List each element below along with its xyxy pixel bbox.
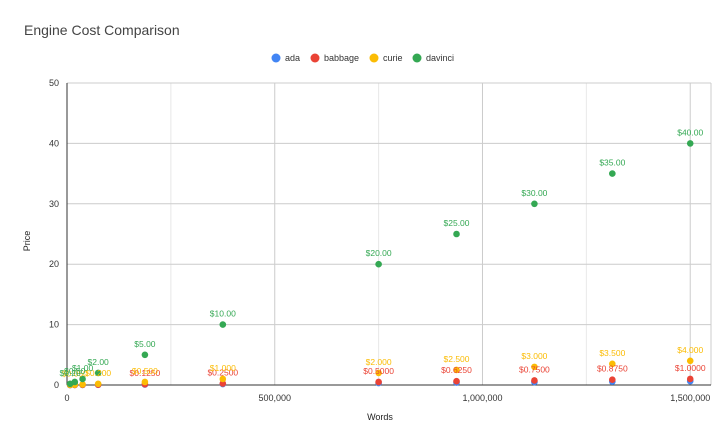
legend-item-curie[interactable]: curie [369, 53, 403, 63]
x-tick-label: 500,000 [258, 393, 291, 403]
data-point-babbage [686, 375, 694, 383]
data-label-curie: $4.000 [677, 345, 703, 355]
tick-labels: 0 10 20 30 40 50 0 500,000 1,000,000 1,500,000 [49, 78, 710, 403]
data-point-curie [94, 380, 102, 388]
data-label-babbage: $0.5000 [363, 366, 394, 376]
data-point-davinci [531, 200, 538, 208]
data-point-babbage [531, 377, 538, 384]
data-label-curie: $0.050 [62, 369, 88, 379]
data-point-curie [453, 366, 460, 374]
data-point-curie [531, 363, 538, 371]
legend-label: ada [285, 53, 300, 63]
data-point-davinci [686, 140, 694, 147]
y-tick-label: 20 [49, 259, 59, 269]
data-label-curie: $3.000 [521, 351, 547, 361]
data-point-davinci [79, 375, 86, 383]
legend-item-babbage[interactable]: babbage [310, 53, 360, 63]
data-point-davinci [453, 230, 460, 238]
data-label-davinci: $2.00 [88, 357, 110, 367]
data-point-davinci [94, 369, 102, 377]
data-labels: $0.1250 $0.2500 $0.5000 $0.6250 $0.7500 $0.87… [59, 127, 705, 378]
data-label-babbage: $1.0000 [675, 363, 706, 373]
data-label-curie: $0.200 [85, 368, 111, 378]
data-label-davinci: $0.50 [64, 366, 86, 376]
data-label-davinci: $35.00 [599, 158, 625, 168]
data-point-curie [79, 381, 86, 388]
data-point-babbage [219, 380, 227, 387]
legend-item-davinci[interactable]: davinci [412, 53, 455, 63]
data-point-curie [375, 369, 382, 377]
data-label-curie: $3.500 [599, 348, 625, 358]
data-label-davinci: $5.00 [134, 339, 156, 349]
y-tick-label: 40 [49, 138, 59, 148]
x-tick-label: 0 [64, 393, 69, 403]
data-label-davinci: $30.00 [521, 188, 547, 198]
legend-label: babbage [324, 53, 359, 63]
data-point-curie [686, 357, 694, 365]
data-label-curie: $2.500 [444, 354, 470, 364]
x-tick-label: 1,500,000 [670, 393, 710, 403]
data-label-babbage: $0.2500 [207, 367, 238, 377]
data-point-curie [219, 375, 227, 383]
data-label-davinci: $0.20 [59, 368, 81, 378]
data-point-davinci [71, 378, 79, 386]
x-tick-label: 1,000,000 [462, 393, 502, 403]
data-points [66, 140, 694, 389]
data-label-davinci: $1.00 [72, 363, 94, 373]
data-label-babbage: $0.8750 [597, 364, 628, 374]
legend-item-ada[interactable]: ada [271, 53, 301, 63]
data-point-curie [609, 360, 616, 368]
data-label-babbage: $0.6250 [441, 365, 472, 375]
data-label-davinci: $40.00 [677, 127, 703, 137]
data-point-davinci [609, 170, 616, 177]
y-axis-title: Price [22, 231, 32, 252]
legend-label: davinci [426, 53, 454, 63]
data-point-babbage [375, 378, 382, 386]
y-tick-label: 30 [49, 199, 59, 209]
data-point-davinci [375, 260, 382, 268]
y-tick-label: 50 [49, 78, 59, 88]
data-label-babbage: $0.7500 [519, 364, 550, 374]
legend-label: curie [383, 53, 403, 63]
data-label-curie: $1.000 [210, 363, 236, 373]
chart-title: Engine Cost Comparison [24, 22, 180, 38]
x-axis-title: Words [367, 412, 393, 422]
legend-swatch [310, 53, 320, 63]
y-tick-label: 10 [49, 320, 59, 330]
data-point-curie [141, 378, 149, 386]
data-point-davinci [219, 321, 227, 328]
legend-swatch [271, 53, 281, 63]
legend-swatch [412, 53, 422, 63]
data-label-davinci: $20.00 [366, 248, 392, 258]
data-point-davinci [141, 351, 149, 359]
data-label-curie: $2.000 [366, 357, 392, 367]
data-point-babbage [609, 376, 616, 384]
legend-swatch [369, 53, 379, 63]
data-label-curie: $0.500 [132, 366, 158, 376]
axes [66, 83, 711, 386]
legend[interactable]: ada babbage curie davinci [271, 53, 455, 63]
data-label-babbage: $0.1250 [130, 368, 161, 378]
data-label-davinci: $25.00 [444, 218, 470, 228]
y-tick-label: 0 [54, 380, 59, 390]
data-label-davinci: $10.00 [210, 309, 236, 319]
gridlines [67, 82, 712, 385]
data-point-babbage [453, 377, 460, 385]
